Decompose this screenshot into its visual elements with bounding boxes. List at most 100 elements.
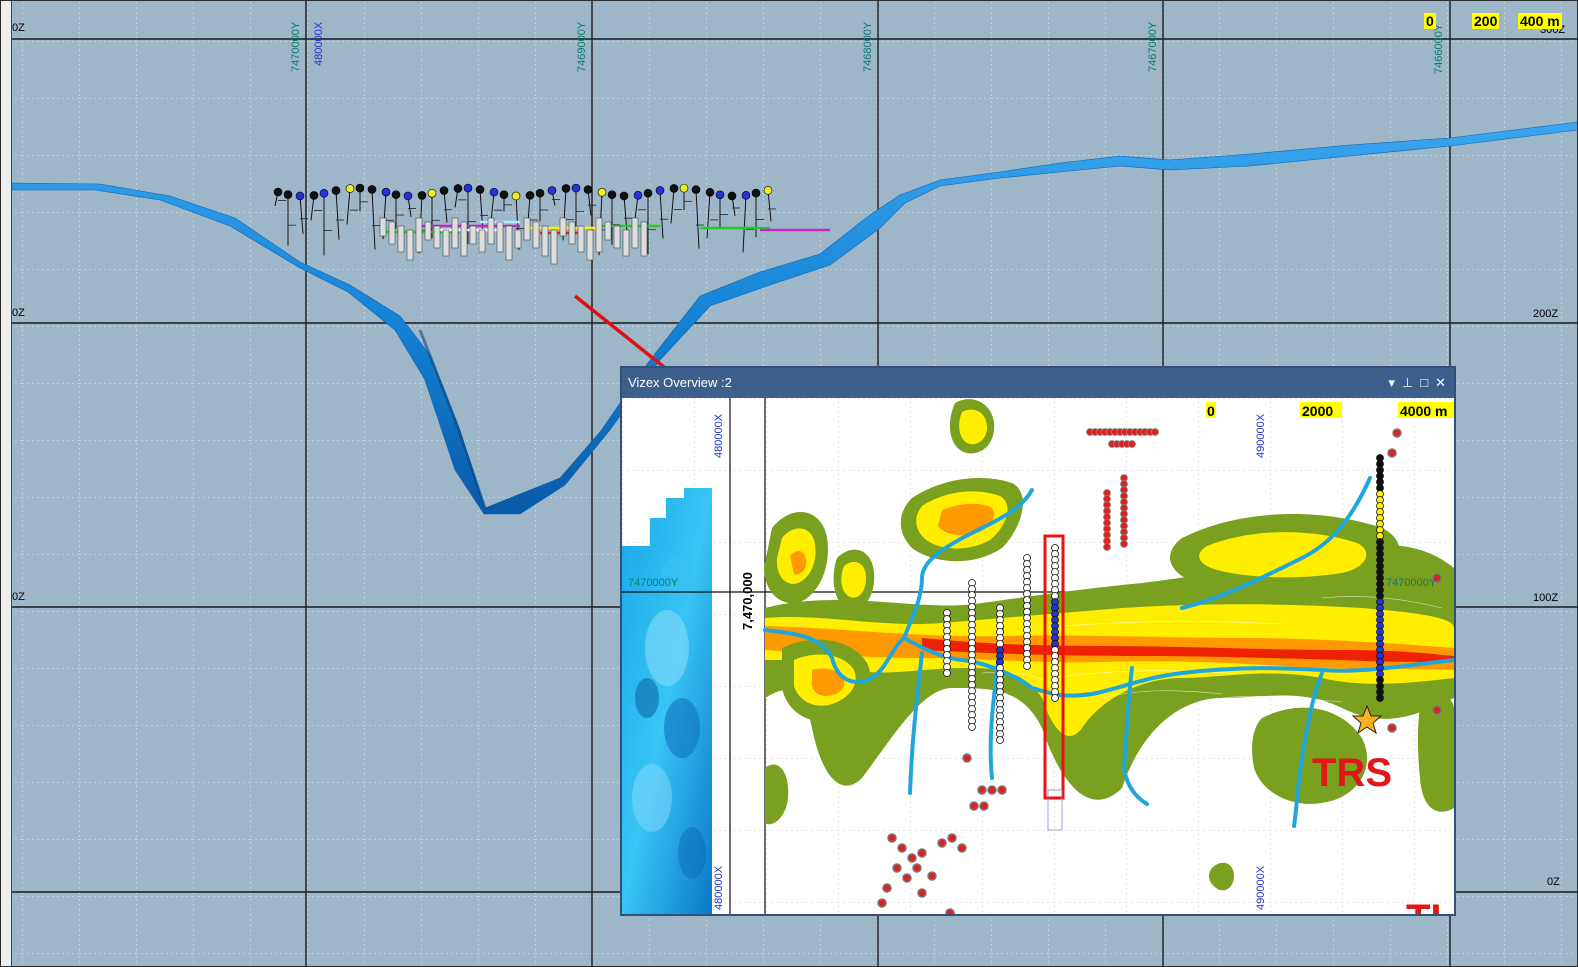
drillhole-collar[interactable]	[283, 190, 293, 199]
drillhole-collar[interactable]	[367, 185, 377, 194]
drillhole-collar[interactable]	[463, 183, 473, 193]
maximize-icon[interactable]: □	[1420, 375, 1429, 390]
drillhole-log-bar	[433, 225, 441, 249]
drillhole-collar[interactable]	[633, 191, 643, 200]
overview-map[interactable]: 480000X 480000X 490000X 490000X 7470000Y…	[622, 398, 1454, 914]
drillhole-collar[interactable]	[475, 185, 485, 194]
drillhole-log-bar	[532, 221, 540, 249]
drillhole-collar[interactable]	[691, 185, 701, 194]
drillhole-collar[interactable]	[489, 187, 499, 197]
trs-partial-label: TI	[1406, 897, 1442, 914]
overview-drillhole	[1051, 694, 1059, 702]
drillhole-collar[interactable]	[511, 191, 521, 201]
drillhole-collar[interactable]	[295, 191, 305, 201]
drillhole-collar[interactable]	[345, 184, 355, 193]
dropdown-icon[interactable]: ▾	[1388, 375, 1395, 390]
overview-drillhole	[996, 736, 1004, 744]
drillhole-collar[interactable]	[381, 187, 391, 197]
drillhole-collar[interactable]	[561, 184, 571, 193]
drillhole-collar[interactable]	[273, 187, 283, 197]
drillhole-log-bar	[604, 221, 612, 241]
drillhole-trace	[670, 188, 675, 224]
drillhole-collar[interactable]	[597, 187, 607, 197]
drillhole-cluster[interactable]	[273, 183, 830, 265]
drillhole-log-bar	[559, 217, 567, 237]
z-label-left-top: 0Z	[12, 22, 25, 34]
section-selection-box[interactable]	[1043, 534, 1065, 800]
overview-drillhole	[1120, 540, 1128, 548]
drillhole-collar[interactable]	[751, 188, 761, 198]
drillhole-collar[interactable]	[525, 191, 535, 200]
drillhole-log-bar	[478, 229, 486, 253]
pin-icon[interactable]: ⊥	[1401, 375, 1414, 390]
drillhole-collar[interactable]	[607, 190, 617, 200]
left-scroll-strip[interactable]	[0, 0, 12, 967]
overview-drillhole	[937, 838, 947, 848]
drillhole-collar[interactable]	[727, 191, 737, 201]
x-label-right-bottom: 490000X	[1255, 865, 1267, 910]
drillhole-collar[interactable]	[391, 190, 401, 199]
overview-drillhole	[1432, 573, 1442, 583]
drillhole-trace	[695, 189, 700, 249]
overview-drillhole	[943, 669, 951, 677]
drillhole-log-bar	[622, 229, 630, 257]
ribbon-shade	[418, 329, 487, 509]
overview-drillhole	[1387, 448, 1397, 458]
x-label-right-top: 490000X	[1255, 413, 1267, 458]
ov-scale-mid: 2000	[1302, 403, 1333, 419]
drillhole-collar[interactable]	[403, 191, 413, 201]
drillhole-collar[interactable]	[427, 188, 437, 198]
drillhole-log-bar	[523, 217, 531, 241]
star-icon	[1351, 704, 1383, 735]
overview-drillhole	[987, 785, 997, 795]
drillhole-collar[interactable]	[535, 188, 545, 198]
drillhole-collar[interactable]	[417, 191, 427, 200]
drillhole-collar[interactable]	[439, 186, 449, 195]
overview-titlebar[interactable]: Vizex Overview :2 ▾ ⊥ □ ✕	[622, 368, 1454, 398]
drillhole-trace	[659, 190, 664, 239]
close-icon[interactable]: ✕	[1435, 375, 1446, 390]
overview-canvas[interactable]: 480000X 480000X 490000X 490000X 7470000Y…	[622, 398, 1454, 914]
drillhole-collar[interactable]	[763, 186, 773, 195]
drillhole-collar[interactable]	[583, 185, 593, 194]
y-label-right: 7470000Y	[1386, 577, 1437, 589]
drillhole-log-bar	[505, 225, 513, 261]
overview-drillhole	[1128, 440, 1136, 448]
overview-drillholes[interactable]	[877, 428, 1442, 915]
drillhole-collar[interactable]	[655, 186, 665, 195]
drillhole-collar[interactable]	[571, 183, 581, 193]
drillhole-collar[interactable]	[619, 191, 629, 201]
drillhole-collar[interactable]	[331, 186, 341, 195]
drillhole-log-bar	[640, 221, 648, 257]
drillhole-collar[interactable]	[741, 191, 751, 200]
drillhole-trace	[371, 189, 376, 250]
overview-drillhole	[962, 753, 972, 763]
drillhole-trace	[346, 188, 351, 225]
drillhole-collar[interactable]	[355, 183, 365, 193]
overview-drillhole	[882, 883, 892, 893]
drillhole-collar[interactable]	[453, 184, 463, 193]
drillhole-log-bar	[577, 225, 585, 253]
drillhole-log-bar	[514, 229, 522, 249]
overview-drillhole	[1023, 662, 1031, 670]
drillhole-collar[interactable]	[499, 190, 509, 199]
drillhole-collar[interactable]	[309, 191, 319, 200]
drillhole-log-bar	[397, 225, 405, 253]
drillhole-collar[interactable]	[643, 188, 653, 198]
overview-drillhole	[887, 833, 897, 843]
vizex-overview-window[interactable]: Vizex Overview :2 ▾ ⊥ □ ✕	[620, 366, 1456, 916]
drillhole-collar[interactable]	[319, 189, 329, 198]
drillhole-collar[interactable]	[547, 186, 557, 195]
drillhole-trace	[742, 195, 747, 253]
sea-texture	[632, 556, 706, 879]
drillhole-collar[interactable]	[679, 183, 689, 193]
y-label-7468000: 7468000Y	[862, 21, 874, 72]
drillhole-log-bar	[406, 229, 414, 261]
drillhole-collar[interactable]	[715, 190, 725, 200]
drillhole-collar[interactable]	[705, 187, 715, 197]
drillhole-collar[interactable]	[669, 184, 679, 193]
overview-drillhole	[977, 785, 987, 795]
section-extent-box	[1047, 789, 1063, 831]
overview-drillhole	[1392, 428, 1402, 438]
